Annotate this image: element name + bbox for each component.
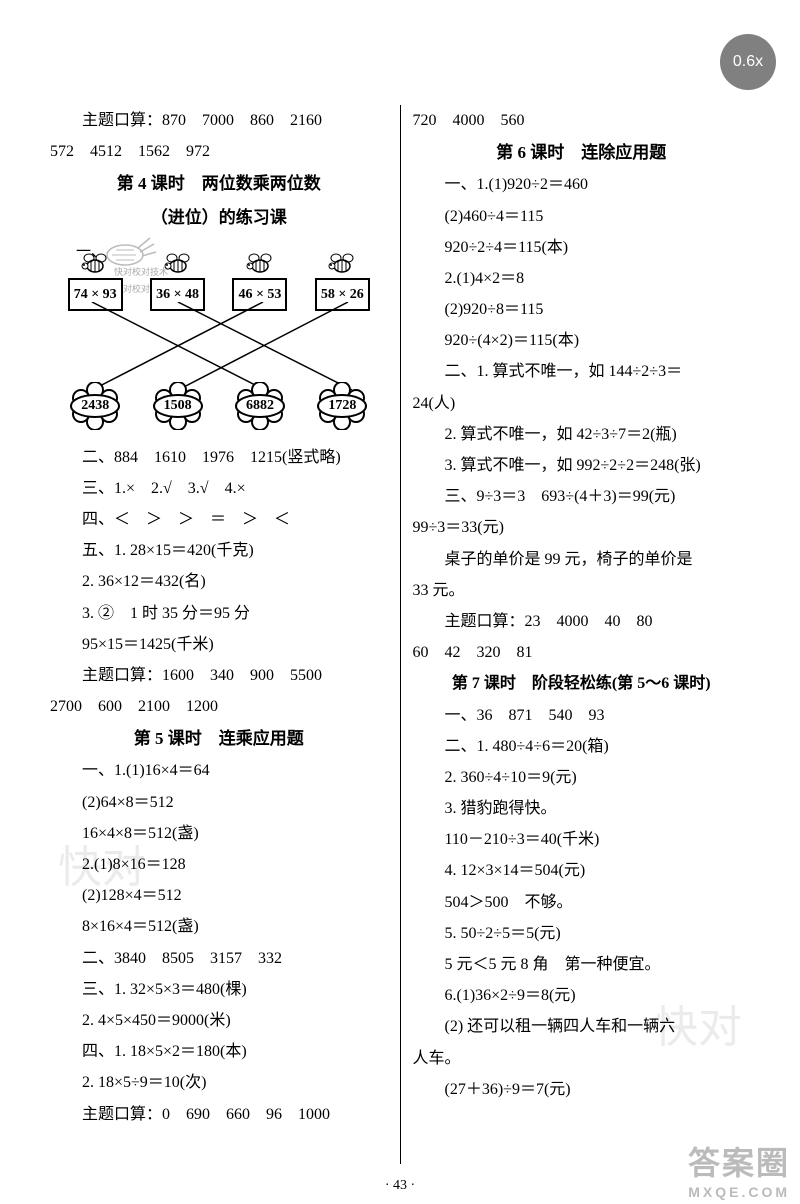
text-line: 33 元。 bbox=[413, 575, 751, 606]
text-line: 572 4512 1562 972 bbox=[50, 136, 388, 167]
text-line: 二、3840 8505 3157 332 bbox=[50, 943, 388, 974]
page-number: · 43 · bbox=[0, 1178, 800, 1194]
bee-label: 46 × 53 bbox=[238, 287, 281, 302]
text-line: (2)920÷8＝115 bbox=[413, 294, 751, 325]
flower-label: 1728 bbox=[328, 392, 356, 419]
text-line: 二、1. 480÷4÷6＝20(箱) bbox=[413, 731, 751, 762]
lesson-5-title: 第 5 课时 连乘应用题 bbox=[50, 722, 388, 755]
text-line: 95×15＝1425(千米) bbox=[50, 629, 388, 660]
text-line: 二、884 1610 1976 1215(竖式略) bbox=[50, 442, 388, 473]
flower-label: 2438 bbox=[81, 392, 109, 419]
text-line: 三、1.× 2.√ 3.√ 4.× bbox=[50, 473, 388, 504]
text-line: 二、1. 算式不唯一，如 144÷2÷3＝ bbox=[413, 356, 751, 387]
flower: 1508 bbox=[142, 382, 214, 430]
text-line: 三、1. 32×5×3＝480(棵) bbox=[50, 974, 388, 1005]
watermark-big: 答案圈 bbox=[688, 1138, 790, 1184]
matching-diagram: 一、 快对校对技术快对校对技术 74 × 93 36 × 48 46 × 53 bbox=[50, 238, 388, 438]
lesson-6-title: 第 6 课时 连除应用题 bbox=[413, 136, 751, 169]
text-line: 110－210÷3＝40(千米) bbox=[413, 824, 751, 855]
text-line: 主题口算：23 4000 40 80 bbox=[413, 606, 751, 637]
text-line: (2)460÷4＝115 bbox=[413, 201, 751, 232]
text-line: 人车。 bbox=[413, 1043, 751, 1074]
text-line: 4. 12×3×14＝504(元) bbox=[413, 855, 751, 886]
text-line: 3. 猎豹跑得快。 bbox=[413, 793, 751, 824]
text-line: 920÷(4×2)＝115(本) bbox=[413, 325, 751, 356]
text-line: 主题口算：0 690 660 96 1000 bbox=[50, 1099, 388, 1130]
text-line: (2)64×8＝512 bbox=[50, 787, 388, 818]
text-line: 2. 36×12＝432(名) bbox=[50, 566, 388, 597]
text-line: 3. 算式不唯一，如 992÷2÷2＝248(张) bbox=[413, 450, 751, 481]
text-line: 2. 360÷4÷10＝9(元) bbox=[413, 762, 751, 793]
text-line: 2700 600 2100 1200 bbox=[50, 691, 388, 722]
flower-row: 2438 1508 6882 1728 bbox=[50, 382, 388, 430]
text-line: 桌子的单价是 99 元，椅子的单价是 bbox=[413, 544, 751, 575]
bee-label: 36 × 48 bbox=[156, 287, 199, 302]
text-line: 四、1. 18×5×2＝180(本) bbox=[50, 1036, 388, 1067]
text-line: 504＞500 不够。 bbox=[413, 887, 751, 918]
text-line: 60 42 320 81 bbox=[413, 637, 751, 668]
bee-label: 74 × 93 bbox=[74, 287, 117, 302]
flower: 6882 bbox=[224, 382, 296, 430]
flower-label: 1508 bbox=[164, 392, 192, 419]
bee-icon bbox=[244, 252, 276, 276]
text-line: 一、1.(1)16×4＝64 bbox=[50, 755, 388, 786]
text-line: (27＋36)÷9＝7(元) bbox=[413, 1074, 751, 1105]
zoom-badge[interactable]: 0.6x bbox=[720, 34, 776, 90]
text-line: 五、1. 28×15＝420(千克) bbox=[50, 535, 388, 566]
watermark: 答案圈 MXQE.COM bbox=[688, 1138, 790, 1200]
bee-icon bbox=[326, 252, 358, 276]
text-line: 主题口算：870 7000 860 2160 bbox=[50, 105, 388, 136]
lesson-4-title-a: 第 4 课时 两位数乘两位数 bbox=[50, 167, 388, 200]
text-line: 一、1.(1)920÷2＝460 bbox=[413, 169, 751, 200]
text-line: 2.(1)8×16＝128 bbox=[50, 849, 388, 880]
column-left: 主题口算：870 7000 860 2160 572 4512 1562 972… bbox=[50, 105, 401, 1164]
column-right: 720 4000 560 第 6 课时 连除应用题 一、1.(1)920÷2＝4… bbox=[401, 105, 751, 1164]
flower: 2438 bbox=[59, 382, 131, 430]
bee-label: 58 × 26 bbox=[321, 287, 364, 302]
flower-label: 6882 bbox=[246, 392, 274, 419]
text-line: 5. 50÷2÷5＝5(元) bbox=[413, 918, 751, 949]
text-line: 24(人) bbox=[413, 388, 751, 419]
flower: 1728 bbox=[306, 382, 378, 430]
text-line: 2.(1)4×2＝8 bbox=[413, 263, 751, 294]
text-line: 3. ② 1 时 35 分＝95 分 bbox=[50, 598, 388, 629]
text-line: (2) 还可以租一辆四人车和一辆六 bbox=[413, 1011, 751, 1042]
zoom-badge-label: 0.6x bbox=[733, 53, 763, 71]
text-line: 三、9÷3＝3 693÷(4＋3)＝99(元) bbox=[413, 481, 751, 512]
text-line: 8×16×4＝512(盏) bbox=[50, 911, 388, 942]
text-line: 2. 算式不唯一，如 42÷3÷7＝2(瓶) bbox=[413, 419, 751, 450]
match-lines bbox=[50, 302, 390, 390]
text-line: 720 4000 560 bbox=[413, 105, 751, 136]
lesson-7-title: 第 7 课时 阶段轻松练(第 5～6 课时) bbox=[413, 668, 751, 699]
text-line: 2. 4×5×450＝9000(米) bbox=[50, 1005, 388, 1036]
text-line: 2. 18×5÷9＝10(次) bbox=[50, 1067, 388, 1098]
text-line: 6.(1)36×2÷9＝8(元) bbox=[413, 980, 751, 1011]
text-line: 920÷2÷4＝115(本) bbox=[413, 232, 751, 263]
text-line: 四、＜ ＞ ＞ ＝ ＞ ＜ bbox=[50, 504, 388, 535]
bee-icon bbox=[79, 252, 111, 276]
text-line: 99÷3＝33(元) bbox=[413, 512, 751, 543]
text-line: 主题口算：1600 340 900 5500 bbox=[50, 660, 388, 691]
page-content: 主题口算：870 7000 860 2160 572 4512 1562 972… bbox=[50, 105, 750, 1164]
text-line: (2)128×4＝512 bbox=[50, 880, 388, 911]
text-line: 5 元＜5 元 8 角 第一种便宜。 bbox=[413, 949, 751, 980]
bee-icon bbox=[162, 252, 194, 276]
text-line: 16×4×8＝512(盏) bbox=[50, 818, 388, 849]
text-line: 一、36 871 540 93 bbox=[413, 700, 751, 731]
watermark-small: MXQE.COM bbox=[688, 1184, 790, 1200]
